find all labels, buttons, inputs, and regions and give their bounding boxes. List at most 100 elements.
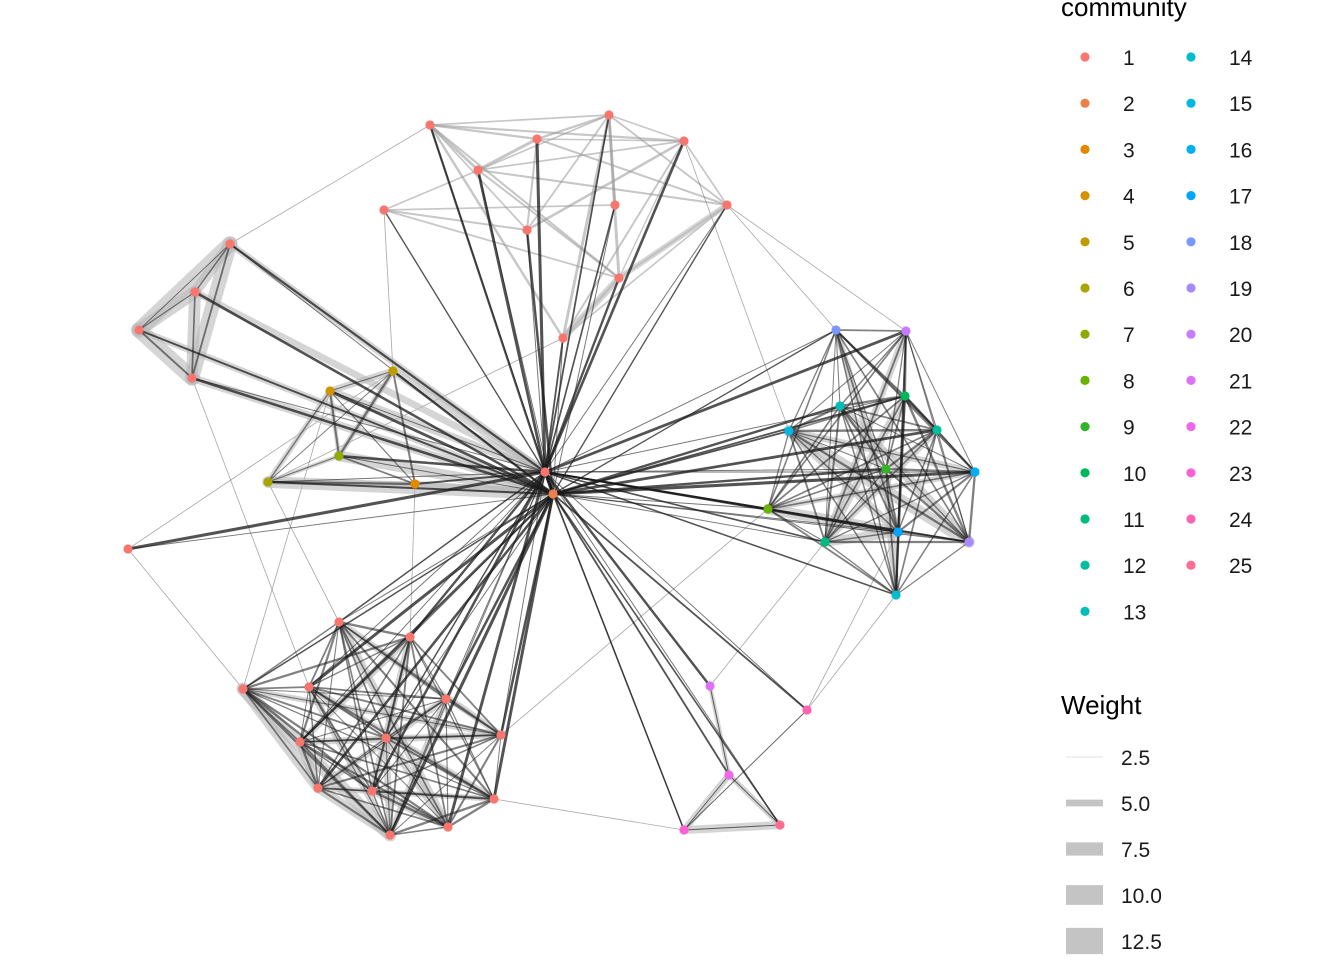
edge <box>788 430 976 473</box>
edge <box>788 330 907 432</box>
legend-entry-community-12: 12 <box>1080 555 1146 578</box>
node-community-1 <box>496 730 506 740</box>
legend-key-dot <box>1080 375 1090 385</box>
edge <box>535 113 611 141</box>
node-community-1 <box>604 110 614 120</box>
edge <box>242 688 447 700</box>
edge <box>317 787 449 828</box>
spoke-edge <box>414 471 546 485</box>
spoke-edge <box>543 329 908 474</box>
node-community-1 <box>473 165 483 175</box>
node-community-3 <box>410 479 420 489</box>
edge <box>138 291 196 331</box>
cross-edge <box>493 798 685 831</box>
spoke-edge <box>477 169 554 495</box>
node-community-1 <box>405 632 415 642</box>
cross-edge <box>726 204 837 331</box>
node-community-23 <box>679 825 689 835</box>
cross-edge <box>383 209 394 372</box>
spoke-edge <box>544 204 616 473</box>
edge <box>767 468 887 510</box>
legend-label: 1 <box>1123 47 1135 70</box>
legend-entry-community-23: 23 <box>1186 463 1252 486</box>
edge <box>824 531 899 543</box>
legend-key-dot <box>1186 560 1196 570</box>
edge <box>329 370 394 392</box>
legend-key-dot <box>1186 237 1196 247</box>
edge <box>138 243 231 331</box>
edge <box>562 140 685 339</box>
legend-entry-community-19: 19 <box>1186 278 1252 301</box>
legend-entry-community-25: 25 <box>1186 555 1252 578</box>
edge <box>884 428 939 471</box>
edge <box>371 734 502 792</box>
legend-entry-weight: 12.5 <box>1066 927 1162 955</box>
weighted-edge <box>191 288 549 476</box>
legend-label: 2 <box>1123 93 1135 116</box>
node-community-1 <box>225 239 235 249</box>
node-community-17 <box>893 527 903 537</box>
edge <box>788 430 899 533</box>
legend-label: 7.5 <box>1121 839 1150 862</box>
edge <box>391 369 417 486</box>
spoke-edge <box>544 471 808 711</box>
edge <box>428 123 539 141</box>
legend-key-dot <box>1080 514 1090 524</box>
legend-key-dot <box>1186 514 1196 524</box>
node-community-20 <box>901 326 911 336</box>
edge <box>476 168 729 207</box>
legend-key-dot <box>1080 283 1090 293</box>
legend-entry-community-2: 2 <box>1080 93 1135 116</box>
spoke-edge <box>190 376 555 496</box>
spoke-edge <box>552 493 808 711</box>
node-community-1 <box>304 682 314 692</box>
cross-edge <box>726 204 907 332</box>
spoke-edge <box>544 471 781 826</box>
spoke-edge <box>552 493 826 543</box>
edge <box>608 114 728 206</box>
weighted-edge <box>559 274 623 342</box>
edge <box>767 471 976 510</box>
spoke-edge <box>316 492 555 790</box>
legend-label: 19 <box>1229 278 1252 301</box>
legend-label: 12.5 <box>1121 931 1162 954</box>
legend-entry-community-20: 20 <box>1186 324 1252 347</box>
cross-edge <box>127 548 244 690</box>
edge <box>383 204 616 211</box>
spoke-edge <box>299 471 546 743</box>
cross-edge <box>709 541 826 687</box>
legend-entry-weight: 2.5 <box>1066 747 1150 770</box>
edge <box>241 687 450 829</box>
spoke-edge <box>383 209 546 473</box>
edge <box>885 468 899 533</box>
edge <box>138 329 193 379</box>
node-community-1 <box>540 467 550 477</box>
edge <box>385 737 449 828</box>
edge <box>835 329 841 407</box>
legend-label: 13 <box>1123 601 1146 624</box>
edge <box>477 140 685 171</box>
legend-entry-community-8: 8 <box>1080 370 1135 393</box>
legend-entry-community-7: 7 <box>1080 324 1135 347</box>
edge <box>385 737 391 836</box>
edge <box>787 404 842 433</box>
node-community-24 <box>802 705 812 715</box>
node-community-1 <box>441 694 451 704</box>
node-community-1 <box>385 830 395 840</box>
legend-entry-community-10: 10 <box>1080 463 1146 486</box>
edge <box>428 123 621 280</box>
legend-entry-weight: 7.5 <box>1066 839 1150 862</box>
weight-legend-entries: 2.5 5.0 7.5 10.0 12.5 <box>1066 747 1162 955</box>
edge <box>824 471 976 543</box>
edge <box>526 114 610 231</box>
spoke-edge <box>338 471 546 623</box>
node-community-4 <box>325 386 335 396</box>
edge <box>936 429 976 473</box>
legend-entry-weight: 10.0 <box>1066 885 1162 908</box>
legend-entry-community-24: 24 <box>1186 509 1253 532</box>
spoke-edge <box>544 471 826 543</box>
node-community-1 <box>238 684 248 694</box>
spoke-edge <box>228 242 547 474</box>
legend-key-dot <box>1186 283 1196 293</box>
edge <box>824 329 837 543</box>
